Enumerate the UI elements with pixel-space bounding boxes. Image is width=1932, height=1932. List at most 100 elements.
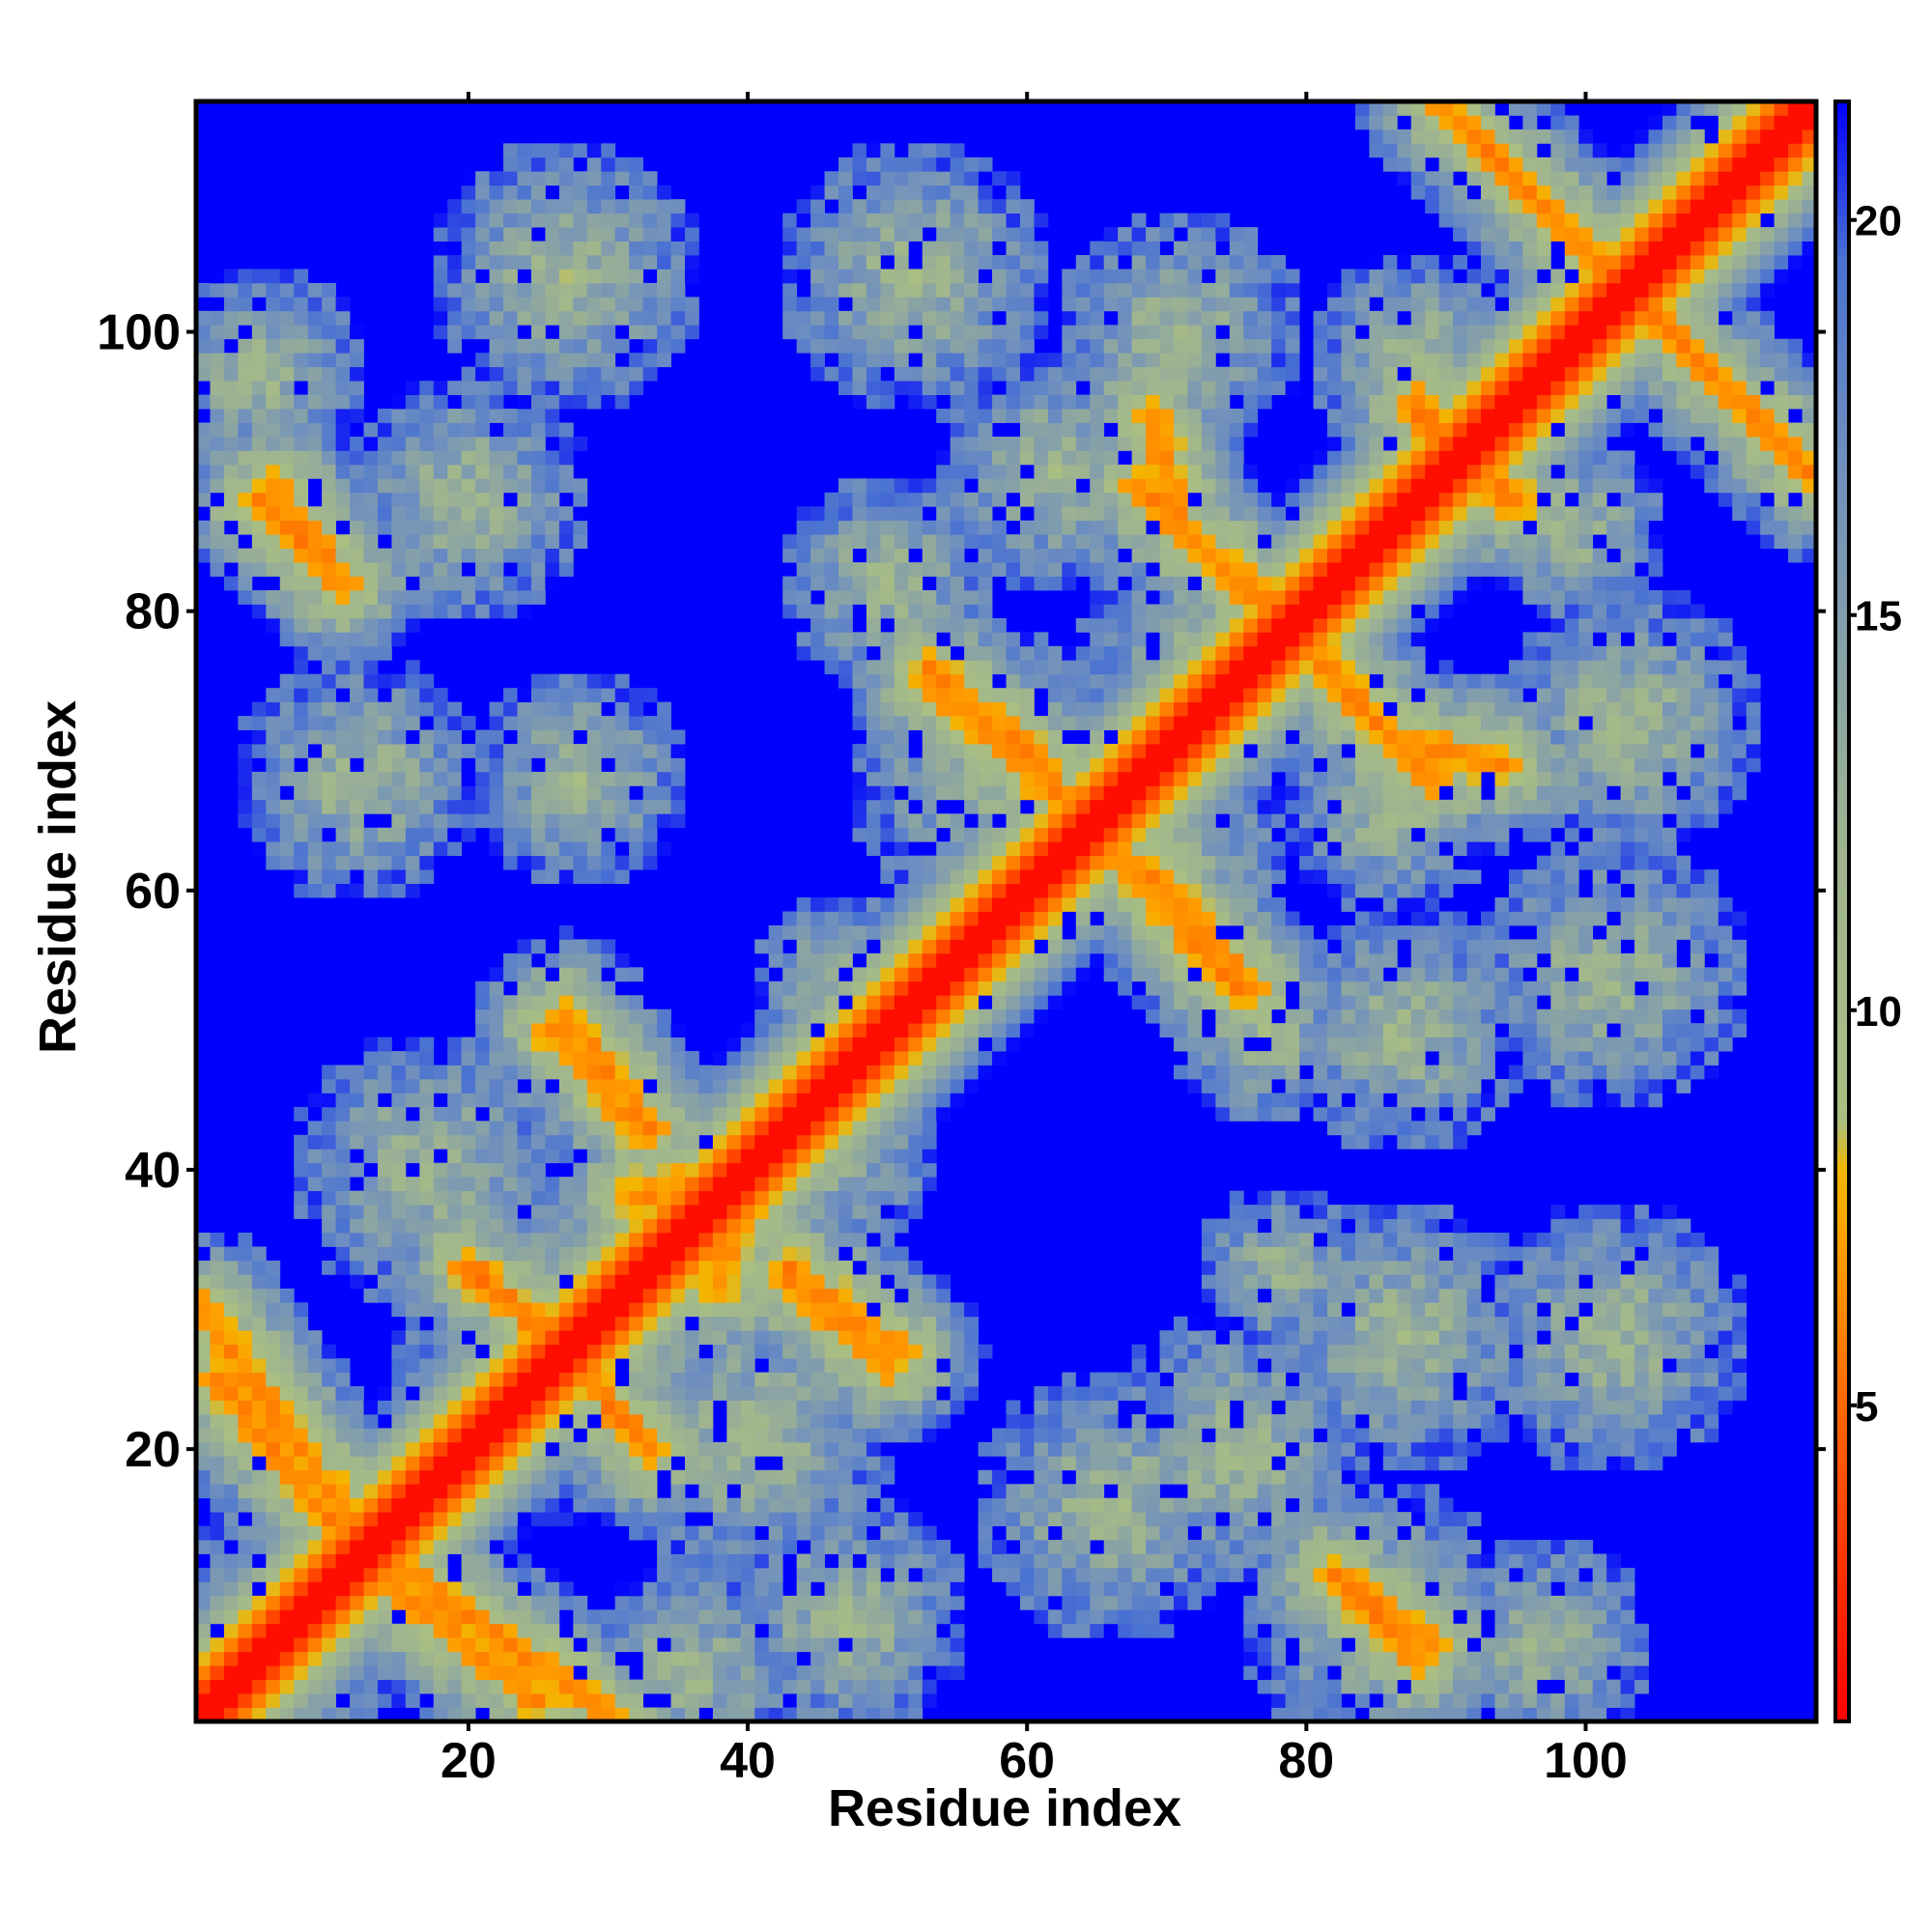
heatmap-cell [433,771,448,786]
heatmap-cell [475,492,490,507]
heatmap-cell [433,1428,448,1443]
heatmap-cell [922,897,937,912]
heatmap-cell [866,688,881,703]
heatmap-cell [964,604,979,619]
heatmap-cell [1118,1386,1133,1401]
heatmap-cell [363,1595,379,1610]
heatmap-cell [768,1190,783,1206]
heatmap-cell [810,1679,825,1694]
heatmap-cell [251,1260,267,1275]
heatmap-cell [251,729,267,745]
heatmap-cell [629,1358,644,1373]
heatmap-cell [1019,939,1035,954]
heatmap-cell [1034,645,1049,661]
heatmap-cell [782,1037,798,1052]
heatmap-cell [964,422,979,438]
heatmap-cell [279,604,295,619]
heatmap-cell [391,1246,407,1262]
heatmap-cell [475,1637,490,1653]
heatmap-cell [824,297,839,312]
heatmap-cell [880,897,895,912]
heatmap-cell [503,1595,518,1610]
heatmap-cell [530,1233,546,1247]
heatmap-cell [796,1302,811,1318]
heatmap-cell [350,1233,364,1247]
heatmap-cell [279,282,295,298]
heatmap-cell [586,1456,602,1471]
heatmap-cell [601,1469,616,1485]
heatmap-cell [1006,757,1021,773]
heatmap-cell [447,422,463,438]
heatmap-cell [391,716,407,730]
heatmap-cell [461,227,476,242]
heatmap-cell [768,1106,783,1122]
heatmap-cell [601,394,616,410]
heatmap-cell [824,1567,839,1582]
heatmap-cell [1019,255,1035,270]
heatmap-cell [782,1149,798,1164]
heatmap-cell [251,562,267,577]
heatmap-cell [726,1134,742,1150]
heatmap-cell [1118,1512,1133,1527]
heatmap-cell [992,729,1007,745]
heatmap-cell [614,381,630,395]
heatmap-cell [810,1218,825,1234]
heatmap-cell [782,1190,798,1206]
heatmap-cell [950,171,965,186]
heatmap-cell [796,1484,811,1499]
heatmap-cell [768,1134,783,1150]
heatmap-cell [475,1190,490,1206]
heatmap-cell [294,1693,309,1708]
heatmap-cell [586,1302,602,1318]
heatmap-cell [964,450,979,466]
heatmap-cell [419,688,435,703]
heatmap-cell [922,952,937,968]
heatmap-cell [950,353,965,368]
heatmap-cell [447,282,463,298]
heatmap-cell [1062,980,1077,996]
heatmap-cell [210,310,225,326]
heatmap-cell [503,1093,518,1108]
heatmap-cell [950,506,965,522]
heatmap-cell [754,1121,770,1136]
heatmap-cell [852,827,867,842]
heatmap-cell [1090,617,1105,633]
heatmap-cell [419,478,435,494]
heatmap-cell [294,269,309,284]
heatmap-cell [1103,297,1119,312]
heatmap-cell [1047,548,1063,563]
heatmap-cell [936,199,952,214]
heatmap-cell [894,1428,909,1443]
heatmap-cell [908,1400,923,1415]
heatmap-cell [754,1567,770,1582]
heatmap-cell [629,269,644,284]
heatmap-cell [740,1023,755,1038]
heatmap-cell [657,1065,671,1080]
heatmap-cell [558,282,574,298]
heatmap-cell [503,171,518,186]
heatmap-cell [1034,967,1049,982]
heatmap-cell [461,576,476,591]
heatmap-cell [558,1260,574,1275]
heatmap-cell [922,1288,937,1303]
heatmap-cell [1006,1567,1021,1582]
heatmap-cell [1034,952,1049,968]
heatmap-cell [657,1386,671,1401]
heatmap-cell [294,1372,309,1387]
heatmap-cell [950,576,965,591]
heatmap-cell [796,297,811,312]
heatmap-cell [950,269,965,284]
heatmap-cell [266,1316,281,1331]
heatmap-cell [810,1205,825,1219]
heatmap-cell [1118,325,1133,340]
heatmap-cell [251,450,267,466]
heatmap-cell [740,1567,755,1582]
heatmap-cell [447,771,463,786]
heatmap-cell [210,325,225,340]
heatmap-cell [880,1428,895,1443]
heatmap-cell [210,1413,225,1429]
heatmap-cell [266,1413,281,1429]
heatmap-cell [894,897,909,912]
heatmap-cell [1062,645,1077,661]
heatmap-cell [350,813,364,829]
